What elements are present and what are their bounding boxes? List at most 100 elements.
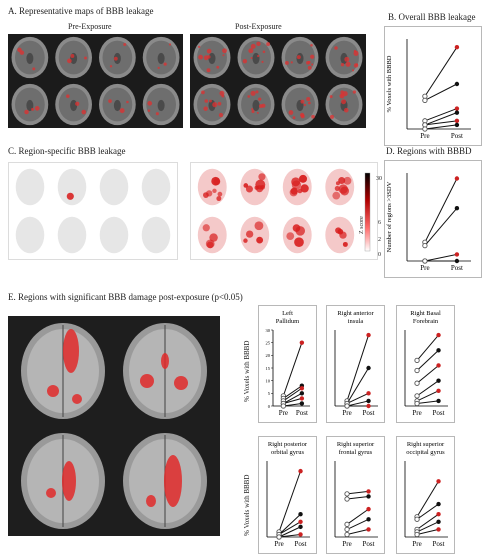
leakage-spot (307, 65, 312, 70)
leakage-spot (311, 114, 315, 119)
leakage-spot (119, 108, 125, 114)
leakage-spot (34, 105, 40, 111)
damage-region (164, 455, 182, 507)
post-point (436, 332, 441, 338)
pair-line (283, 385, 303, 399)
pair-line (416, 521, 439, 533)
post-point (366, 332, 371, 338)
leakage-spot (108, 99, 112, 103)
region-hotspot (343, 176, 352, 185)
leakage-spot (256, 41, 261, 47)
leakage-spot (311, 63, 314, 66)
ventricle (157, 99, 165, 112)
colorbar-tick-6: 6 (378, 220, 381, 226)
subplot-title: frontal gyrus (339, 449, 373, 456)
pair-line (416, 349, 439, 371)
y-axis-label: Number of regions >3SDV (386, 181, 393, 252)
pair-line (424, 108, 458, 122)
post-point (436, 363, 441, 368)
x-tick-label: Pre (420, 264, 429, 272)
y-axis-label: % Voxels with BBBD (386, 55, 393, 112)
panel-e-title: E. Regions with significant BBB damage p… (8, 292, 243, 302)
pair-line (416, 528, 439, 535)
e-top-ylabel: % Voxels with BBBD (243, 340, 251, 402)
leakage-spot (284, 61, 289, 65)
pair-line (283, 387, 303, 402)
leakage-spot (218, 112, 224, 118)
leakage-spot (296, 55, 301, 60)
y-tick-label: 30 (266, 328, 271, 333)
region-hotspot (206, 190, 213, 197)
pair-line (416, 334, 439, 361)
x-tick-label: Pre (279, 409, 288, 417)
pre-point (280, 403, 287, 409)
leakage-spot (256, 111, 259, 114)
leakage-spot (345, 61, 351, 67)
post-point (298, 524, 303, 530)
panel-e3-box: Right Basal Forebrain Pre Post (396, 305, 455, 423)
region-hotspot (212, 188, 217, 193)
post-point (298, 512, 303, 517)
damage-region (174, 376, 188, 390)
pre-exposure-brain-maps (8, 34, 183, 128)
leakage-spot (250, 43, 256, 49)
post-point (454, 106, 460, 111)
pair-line (346, 490, 369, 495)
post-point (436, 378, 441, 383)
pair-line (416, 481, 439, 517)
region-map-slice (99, 168, 129, 206)
pre-point (414, 357, 420, 364)
post-point (436, 398, 441, 404)
region-hotspot (286, 232, 295, 240)
post-point (454, 110, 460, 115)
leakage-spot (31, 107, 35, 111)
leakage-spot (352, 90, 357, 94)
region-hotspot (260, 184, 265, 190)
post-point (366, 398, 371, 404)
leakage-spot (19, 50, 25, 55)
region-map-slice (282, 216, 312, 254)
subplot-title: Left (282, 310, 293, 317)
pair-line (283, 392, 303, 404)
ventricle (252, 99, 260, 112)
panel-e1-box: Left Pallidum 0 5 10 15 20 25 30 Pre Post (258, 305, 317, 423)
post-point (436, 388, 441, 393)
region-hotspot (258, 173, 266, 181)
post-point (366, 527, 371, 532)
post-point (298, 519, 303, 524)
pair-line (424, 178, 458, 243)
pair-line (278, 533, 301, 538)
leakage-spot (247, 95, 250, 98)
pre-point (422, 97, 428, 104)
post-point (436, 479, 441, 484)
leakage-spot (242, 59, 248, 64)
leakage-spot (339, 93, 345, 99)
post-exposure-label: Post-Exposure (235, 22, 282, 31)
y-tick-label: 5 (268, 391, 271, 396)
pair-line (424, 112, 458, 126)
panel-c-title: C. Region-specific BBB leakage (8, 146, 126, 156)
leakage-spot (75, 101, 80, 106)
pair-line (416, 365, 439, 384)
leakage-spot (303, 103, 307, 107)
pre-brain-slices (11, 36, 180, 126)
pair-line (283, 402, 302, 407)
leakage-spot (288, 110, 294, 115)
leakage-spot (261, 60, 264, 64)
leakage-spot (32, 67, 36, 71)
pre-point (344, 521, 350, 527)
damage-region (47, 385, 59, 397)
post-point (436, 501, 441, 507)
e-bottom-ylabel: % Voxels with BBBD (243, 474, 251, 536)
pre-point (344, 496, 350, 502)
x-tick-label: Pre (412, 409, 421, 417)
region-hotspot (291, 177, 301, 187)
post-point (366, 494, 371, 499)
post-point (454, 206, 460, 211)
pair-line (278, 513, 301, 535)
pair-line (346, 528, 369, 535)
leakage-spot (250, 56, 253, 59)
